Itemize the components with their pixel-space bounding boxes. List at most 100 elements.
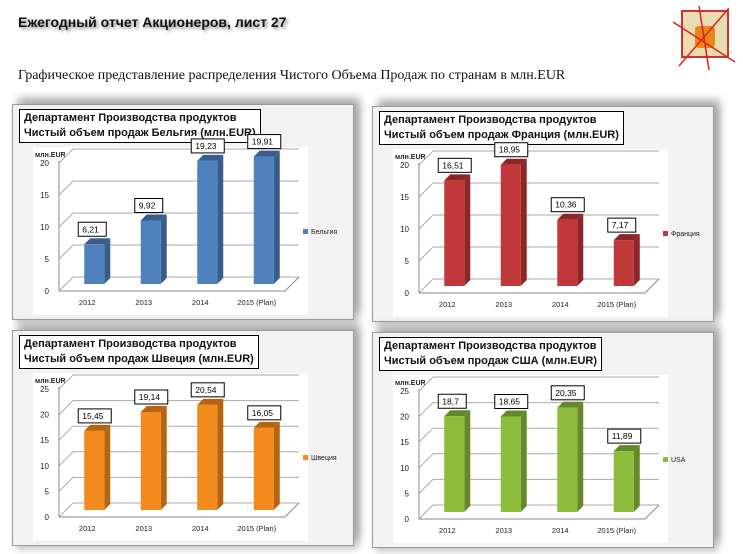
x-tick-label: 2012 xyxy=(439,526,456,535)
gridline xyxy=(418,478,659,494)
bar xyxy=(84,430,105,510)
data-label-box xyxy=(437,157,472,173)
chart-panel-usa: Департамент Производства продуктов Чистый… xyxy=(372,332,714,548)
x-axis xyxy=(419,278,660,294)
data-label-box xyxy=(247,405,282,421)
data-label-box xyxy=(550,197,585,213)
data-label: 18,65 xyxy=(499,397,521,407)
y-tick-label: 15 xyxy=(40,191,49,200)
legend-swatch xyxy=(303,229,308,234)
chart-panel-france: Департамент Производства продуктов Чистый… xyxy=(372,106,714,322)
bar xyxy=(197,404,218,510)
y-tick-label: 5 xyxy=(405,257,410,266)
data-label-box xyxy=(607,217,637,233)
data-label-box xyxy=(247,134,282,150)
bar xyxy=(500,416,521,512)
y-tick-label: 0 xyxy=(45,513,50,522)
y-tick-label: 10 xyxy=(40,223,49,232)
bar-top xyxy=(500,158,527,165)
x-tick-label: 2012 xyxy=(79,524,96,533)
bar-top xyxy=(613,445,640,452)
bar xyxy=(613,240,634,286)
gridline xyxy=(418,182,659,198)
bar-top xyxy=(557,401,584,408)
bar-top xyxy=(444,410,471,417)
bar xyxy=(253,427,274,510)
x-tick-label: 2012 xyxy=(79,298,96,307)
x-tick-label: 2015 (Plan) xyxy=(237,298,276,307)
chart-title: Чистый объем продаж Швеция (млн.EUR) xyxy=(24,353,254,365)
y-tick-label: 10 xyxy=(400,225,409,234)
x-tick-label: 2013 xyxy=(495,526,512,535)
bar-top xyxy=(140,406,167,413)
bar-top xyxy=(197,154,224,161)
bar xyxy=(444,416,465,512)
y-tick-label: 5 xyxy=(405,489,410,498)
y-axis-label: млн.EUR xyxy=(35,152,66,159)
chart-header: Департамент Производства продуктов Чистый… xyxy=(19,109,261,143)
gridline xyxy=(418,376,659,392)
data-label-box xyxy=(77,221,107,237)
bar xyxy=(84,244,105,284)
data-label: 11,89 xyxy=(612,431,633,441)
data-label: 15,45 xyxy=(82,411,104,421)
bar-top xyxy=(197,398,224,405)
legend-label: Бельгия xyxy=(311,229,337,236)
chart-panel-belgium: Департамент Производства продуктов Чистый… xyxy=(12,104,354,320)
bar-top xyxy=(613,234,640,241)
gridline xyxy=(58,451,299,467)
bar xyxy=(197,160,218,284)
gridline xyxy=(418,278,659,294)
chart-france: млн.EUR 0 5 10 15 20 16,51 2012 18,95 2013 10,36 20… xyxy=(393,142,700,317)
gridline xyxy=(418,504,659,520)
bar-top xyxy=(253,150,280,157)
data-label: 10,36 xyxy=(555,200,577,210)
data-label-box xyxy=(550,385,585,401)
y-tick-label: 5 xyxy=(45,487,50,496)
gridline xyxy=(58,502,299,518)
x-axis xyxy=(59,276,300,292)
gridline xyxy=(58,276,299,292)
legend-swatch xyxy=(303,455,308,460)
chart-dept: Департамент Производства продуктов xyxy=(24,338,237,350)
bar-top xyxy=(84,424,111,431)
bar-side xyxy=(217,154,224,284)
data-label-box xyxy=(190,138,225,154)
legend-swatch xyxy=(663,231,668,236)
y-tick-label: 20 xyxy=(400,413,409,422)
bar xyxy=(140,220,161,284)
bar-side xyxy=(633,234,640,286)
data-label-box xyxy=(607,428,642,444)
y-tick-label: 15 xyxy=(400,193,409,202)
logo xyxy=(672,5,736,71)
chart-dept: Департамент Производства продуктов xyxy=(24,112,237,124)
x-axis xyxy=(419,504,660,520)
gridline xyxy=(58,212,299,228)
bar-side xyxy=(577,213,584,286)
gridline xyxy=(418,402,659,417)
y-axis-label: млн.EUR xyxy=(395,380,426,387)
data-label: 20,54 xyxy=(195,385,217,395)
y-tick-label: 25 xyxy=(400,387,409,396)
x-tick-label: 2015 (Plan) xyxy=(597,300,636,309)
gridline xyxy=(58,425,299,441)
data-label: 19,23 xyxy=(195,141,217,151)
y-tick-label: 15 xyxy=(400,438,409,447)
y-tick-label: 25 xyxy=(40,385,49,394)
data-label: 6,21 xyxy=(82,224,99,234)
gridline xyxy=(418,453,659,469)
bar-side xyxy=(160,214,167,284)
legend-label: Швеция xyxy=(311,455,337,462)
bar-side xyxy=(104,424,111,510)
page-subtitle: Графическое представление распределения … xyxy=(18,68,566,83)
data-label-box xyxy=(437,393,467,409)
bar xyxy=(140,412,161,510)
chart-belgium: млн.EUR 0 5 10 15 20 6,21 2012 9,92 2013 19,23 2014… xyxy=(33,134,337,315)
x-tick-label: 2012 xyxy=(439,300,456,309)
bar-side xyxy=(464,174,471,286)
data-label-box xyxy=(494,394,529,410)
bar-top xyxy=(253,421,280,428)
bar xyxy=(444,180,465,286)
y-tick-label: 10 xyxy=(40,462,49,471)
y-tick-label: 5 xyxy=(45,255,50,264)
